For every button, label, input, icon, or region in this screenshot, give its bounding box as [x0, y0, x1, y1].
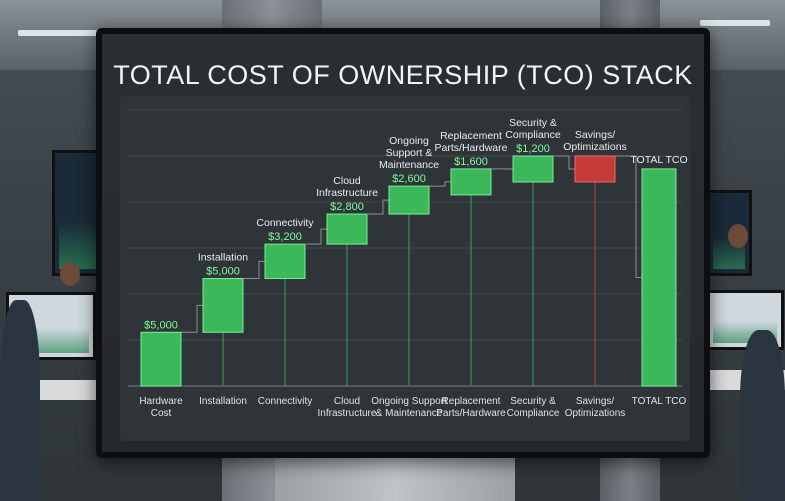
step-connector: [553, 155, 575, 170]
x-tick-label: Infrastructure: [318, 408, 377, 419]
waterfall-bar: [202, 278, 244, 333]
background-person: [0, 300, 40, 501]
x-tick-label: TOTAL TCO: [632, 396, 687, 407]
category-top-label: Compliance: [505, 129, 561, 141]
x-tick-label: Cloud: [334, 396, 360, 407]
category-top-label: Support &: [386, 147, 433, 159]
category-top-label: Maintenance: [379, 159, 439, 171]
x-tick-label: Ongoing Support: [371, 396, 447, 407]
waterfall-bar: [388, 185, 430, 215]
x-tick-label: Savings/: [576, 396, 615, 407]
ceiling-light: [18, 30, 98, 36]
waterfall-bar: [641, 168, 677, 387]
step-connector: [367, 199, 389, 215]
value-label: $1,600: [454, 156, 488, 168]
x-tick-label: Cost: [151, 408, 172, 419]
value-label: $5,000: [206, 266, 240, 278]
step-connector: [429, 181, 451, 187]
x-tick-label: & Maintenance: [376, 408, 443, 419]
background-person-head: [728, 224, 748, 248]
waterfall-bar: [574, 155, 616, 183]
waterfall-bar: [140, 331, 182, 387]
x-tick-label: Hardware: [139, 396, 183, 407]
x-tick-label: Connectivity: [258, 396, 312, 407]
category-top-label: Installation: [198, 252, 248, 264]
value-label: $5,000: [144, 319, 178, 331]
category-top-label: Savings/: [575, 129, 615, 141]
value-label: $2,800: [330, 201, 364, 213]
value-label: $1,200: [516, 143, 550, 155]
chart-panel: $5,000 Hardware Cost $5,000 Installation Inst…: [120, 96, 690, 441]
value-label: $3,200: [268, 231, 302, 243]
category-top-label: Replacement: [440, 130, 502, 142]
x-tick-label: Optimizations: [565, 408, 626, 419]
step-connector: [243, 260, 265, 280]
category-top-label: Security &: [509, 117, 557, 129]
chart-title: TOTAL COST OF OWNERSHIP (TCO) STACK: [113, 60, 693, 90]
x-tick-label: Parts/Hardware: [436, 408, 506, 419]
x-tick-label: Security &: [510, 396, 556, 407]
category-top-label: Ongoing: [389, 135, 429, 147]
waterfall-bar: [326, 213, 368, 245]
background-person-head: [60, 262, 80, 286]
ceiling-light: [700, 20, 770, 26]
tv-display: TOTAL COST OF OWNERSHIP (TCO) STACK $5,0…: [96, 28, 710, 458]
x-tick-label: Replacement: [442, 396, 501, 407]
waterfall-bar: [450, 168, 492, 196]
x-tick-label: Compliance: [507, 408, 560, 419]
tv-screen: TOTAL COST OF OWNERSHIP (TCO) STACK $5,0…: [102, 34, 704, 452]
background-person: [740, 330, 785, 501]
waterfall-bar: [512, 155, 554, 183]
category-top-label: Optimizations: [563, 141, 627, 153]
category-top-label: Cloud: [333, 175, 361, 187]
category-top-label: Parts/Hardware: [435, 142, 508, 154]
step-connector: [305, 228, 327, 245]
x-tick-label: Installation: [199, 396, 247, 407]
waterfall-bar: [264, 243, 306, 280]
category-top-label: Connectivity: [256, 217, 314, 229]
value-label: $2,600: [392, 173, 426, 185]
step-connector: [181, 304, 203, 333]
step-connector: [615, 155, 642, 278]
category-top-label: TOTAL TCO: [630, 154, 687, 166]
category-top-label: Infrastructure: [316, 187, 378, 199]
